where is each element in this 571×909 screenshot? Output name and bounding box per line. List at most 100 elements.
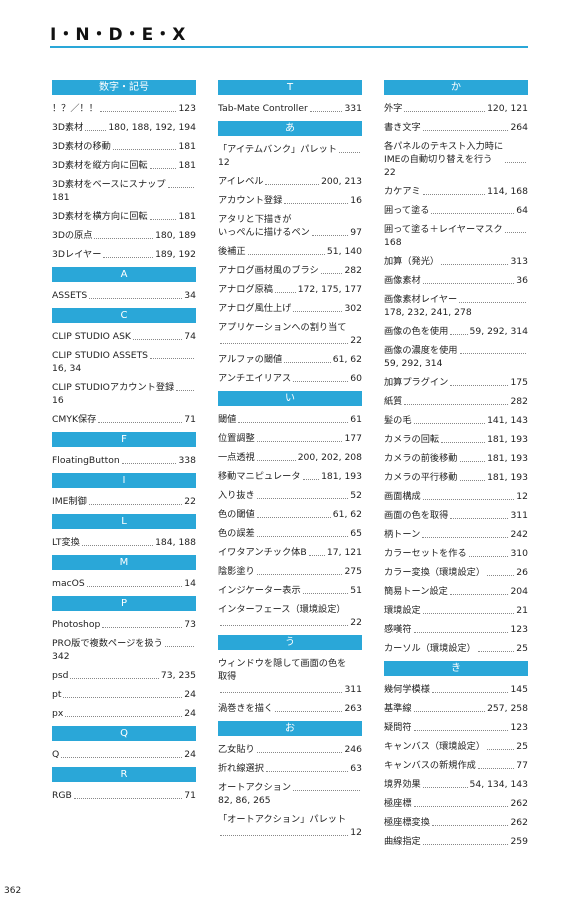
index-entry: 3Dレイヤー 189, 192 (52, 248, 196, 261)
entry-pages: 263 (344, 703, 362, 714)
entry-pages: 181 (178, 211, 196, 222)
index-entry: 加算（発光） 313 (384, 255, 528, 268)
entry-term: 感嘆符 (384, 624, 412, 635)
entry-term: 位置調整 (218, 433, 255, 444)
dot-leader (70, 678, 159, 679)
entry-pages: 181 (178, 160, 196, 171)
index-entry: カーソル（環境設定） 25 (384, 642, 528, 655)
entry-term: アナログ風仕上げ (218, 303, 292, 314)
entry-term: 3D素材を横方向に回転 (52, 211, 148, 222)
index-entry: 「アイテムバンク」パレット 12 (218, 143, 362, 169)
dot-leader (309, 111, 343, 112)
entry-pages: 184, 188 (155, 537, 196, 548)
dot-leader (422, 283, 515, 284)
dot-leader (85, 130, 107, 131)
entry-pages: 246 (344, 744, 362, 755)
dot-leader (302, 479, 320, 480)
index-entry: 3D素材の移動 181 (52, 140, 196, 153)
index-entry: Tab-Mate Controller 331 (218, 102, 362, 115)
section-heading: L (52, 514, 196, 529)
index-entry: LT変換 184, 188 (52, 536, 196, 549)
dot-leader (256, 441, 343, 442)
entry-term: 3D素材をベースにスナップ (52, 179, 166, 190)
entry-pages: 200, 213 (321, 176, 362, 187)
entry-pages: 264 (510, 122, 528, 133)
index-entry: 画像の濃度を使用 59, 292, 314 (384, 344, 528, 370)
index-entry: 折れ線選択 63 (218, 762, 362, 775)
title-rule (50, 46, 528, 48)
dot-leader (459, 480, 486, 481)
entry-pages: 178, 232, 241, 278 (384, 307, 472, 318)
entry-term: 閾値 (218, 414, 237, 425)
entry-pages: 180, 189 (155, 230, 196, 241)
index-entry: 紙質 282 (384, 395, 528, 408)
entry-term: インターフェース（環境設定） (218, 604, 346, 615)
dot-leader (220, 343, 349, 344)
entry-pages: 180, 188, 192, 194 (108, 122, 196, 133)
entry-pages: 275 (344, 566, 362, 577)
entry-pages: 74 (184, 331, 196, 342)
dot-leader (441, 264, 509, 265)
index-entry: 渦巻きを描く 263 (218, 702, 362, 715)
entry-term: 画面の色を取得 (384, 510, 449, 521)
index-entry: psd 73, 235 (52, 669, 196, 682)
entry-pages: 14 (184, 578, 196, 589)
entry-pages: 16, 34 (52, 363, 82, 374)
entry-pages: 16 (52, 395, 64, 406)
dot-leader (94, 238, 154, 239)
dot-leader (247, 254, 325, 255)
entry-pages: 189, 192 (155, 249, 196, 260)
dot-leader (63, 697, 183, 698)
index-entry: 柄トーン 242 (384, 528, 528, 541)
entry-pages: 82, 86, 265 (218, 795, 271, 806)
entry-term: 陰影塗り (218, 566, 255, 577)
dot-leader (422, 194, 486, 195)
entry-term: FloatingButton (52, 455, 120, 466)
entry-term: IME制御 (52, 496, 87, 507)
section-heading: I (52, 473, 196, 488)
index-entry: カメラの回転 181, 193 (384, 433, 528, 446)
index-entry: 色の閾値 61, 62 (218, 508, 362, 521)
index-entry: インジケーター表示 51 (218, 584, 362, 597)
dot-leader (275, 711, 343, 712)
entry-term: CLIP STUDIO ASK (52, 331, 131, 342)
index-entry: カメラの前後移動 181, 193 (384, 452, 528, 465)
index-entry: 乙女貼り 246 (218, 743, 362, 756)
entry-pages: 114, 168 (487, 186, 528, 197)
dot-leader (88, 504, 183, 505)
entry-pages: 71 (184, 790, 196, 801)
entry-term: アンチエイリアス (218, 373, 292, 384)
entry-term: 3Dレイヤー (52, 249, 102, 260)
entry-pages: 65 (350, 528, 362, 539)
dot-leader (487, 575, 515, 576)
entry-term: Tab-Mate Controller (218, 103, 308, 114)
index-entry: カケアミ 114, 168 (384, 185, 528, 198)
entry-term: PRO版で複数ページを扱う (52, 638, 163, 649)
entry-term: CLIP STUDIO ASSETS (52, 350, 149, 361)
entry-term: 極座標変換 (384, 817, 430, 828)
dot-leader (238, 422, 349, 423)
entry-term: インジケーター表示 (218, 585, 301, 596)
index-entry: 3D素材をベースにスナップ 181 (52, 178, 196, 204)
dot-leader (468, 556, 509, 557)
entry-term: 画像の濃度を使用 (384, 345, 458, 356)
entry-pages: 60 (350, 373, 362, 384)
dot-leader (86, 586, 183, 587)
entry-term: ！？／！！ (52, 103, 98, 114)
entry-pages: 34 (184, 290, 196, 301)
dot-leader (284, 362, 331, 363)
entry-term: 入り抜き (218, 490, 255, 501)
dot-leader (81, 545, 154, 546)
entry-pages: 311 (344, 684, 362, 695)
entry-pages: 21 (516, 605, 528, 616)
entry-pages: 282 (510, 396, 528, 407)
dot-leader (320, 273, 343, 274)
dot-leader (413, 423, 486, 424)
entry-term: アナログ原稿 (218, 284, 273, 295)
index-entry: 「オートアクション」パレット 12 (218, 813, 362, 839)
index-entry: 幾何学模様 145 (384, 683, 528, 696)
entry-term: 「オートアクション」パレット (218, 814, 347, 825)
entry-term: キャンバス（環境設定） (384, 741, 486, 752)
index-entry: CLIP STUDIO ASK 74 (52, 330, 196, 343)
